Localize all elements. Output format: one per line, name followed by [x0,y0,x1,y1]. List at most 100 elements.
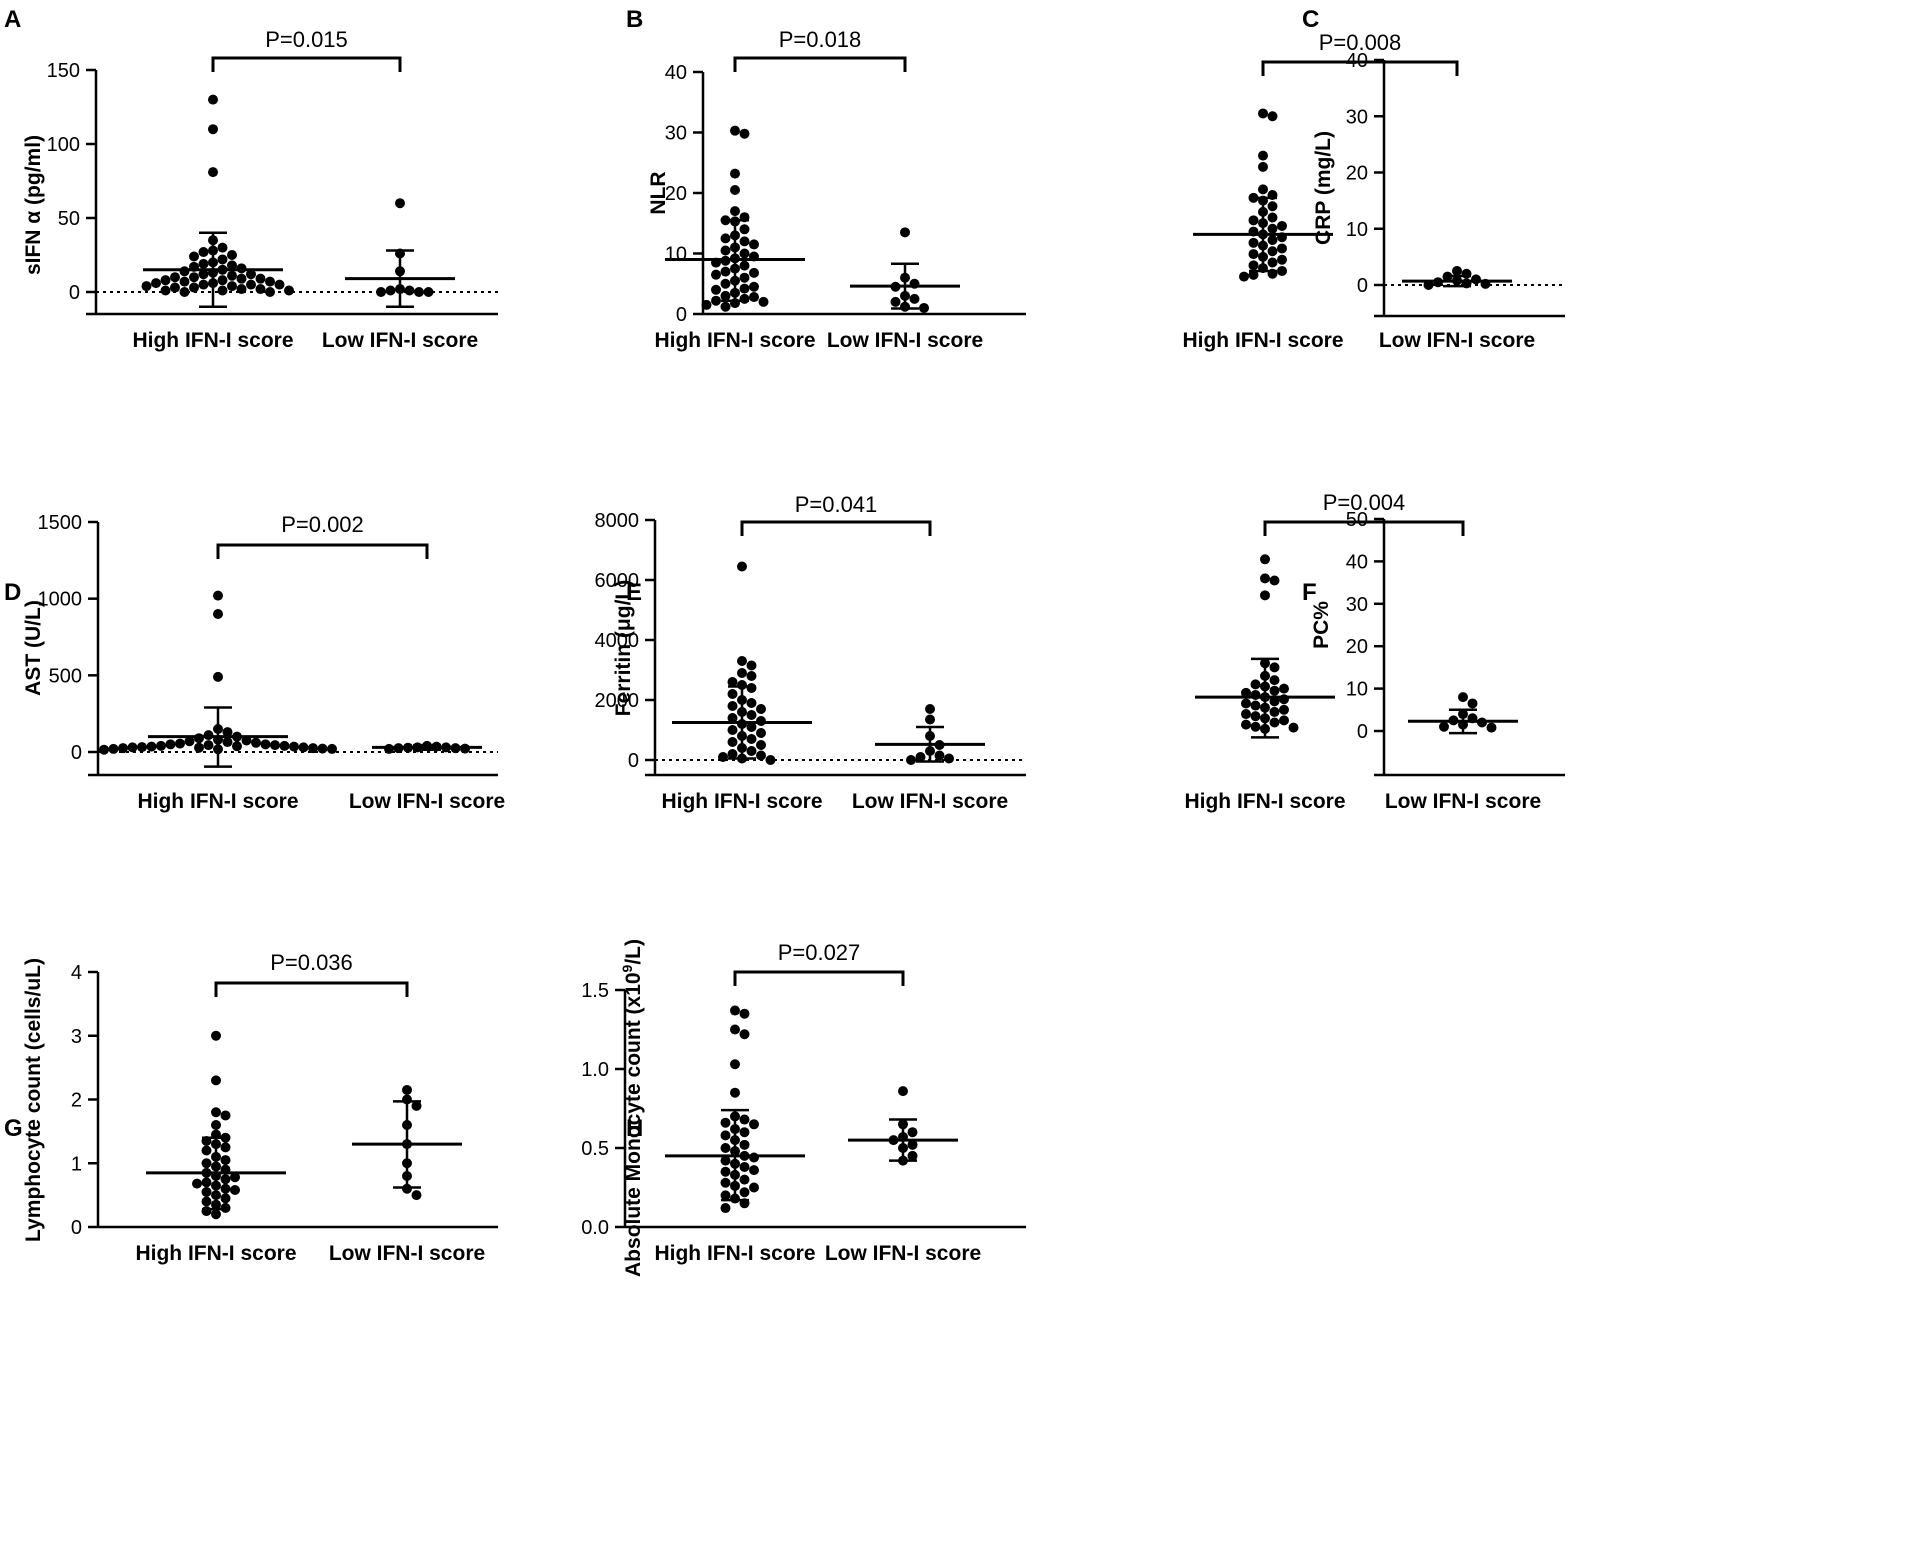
data-point [907,1139,918,1150]
data-point [1277,220,1287,231]
data-point [730,1024,740,1035]
panel-b: B 0 10 20 30 40 NLR High IFN-I score Low IFN-I s… [626,6,1026,352]
data-point [1248,249,1259,260]
data-point [1258,263,1268,274]
data-point [208,94,218,105]
significance-bracket [214,981,409,997]
data-point [711,269,721,280]
x-category-label: Low IFN-I score [852,790,1008,813]
data-point [720,1177,731,1188]
y-tick-label: 3 [71,1026,82,1048]
y-axis-label: Absolute Monocyte count (x109/L) [619,939,645,1277]
data-point [255,273,266,284]
data-point [1258,150,1268,161]
data-point [730,1005,740,1016]
data-point [739,283,750,294]
data-point [739,212,750,223]
data-point [402,1094,412,1105]
data-point [739,1127,750,1138]
data-point [746,734,757,744]
data-point [737,668,747,678]
data-point [208,278,218,289]
data-point [1471,274,1481,285]
data-point [232,731,242,742]
data-point [739,1198,750,1209]
data-point [730,230,740,241]
data-point [739,1187,750,1198]
y-tick-label: 8000 [595,510,640,532]
data-point [739,1150,750,1161]
data-point [727,677,738,687]
data-point [925,714,935,725]
data-point [201,1196,212,1207]
y-tick-label: 20 [1346,636,1368,658]
y-axis-label-part: Absolute Monocyte count (x10 [622,972,645,1277]
data-point [211,1161,221,1172]
data-point [194,742,204,753]
data-point [376,287,386,297]
data-point [1258,206,1268,217]
data-point [720,1130,731,1141]
data-point [890,296,901,307]
data-point [217,264,228,275]
data-point [730,1169,740,1180]
data-point [720,1203,731,1214]
data-point [1458,719,1468,730]
data-point [450,743,461,754]
p-value-label: P=0.008 [1319,30,1402,55]
y-axis-label: Lymphocyte count (cells/uL) [22,958,45,1242]
y-axis-label: Ferritin (μg/L) [612,580,635,717]
data-point [265,287,275,297]
data-point [746,671,757,681]
data-point [907,1150,918,1161]
data-point [765,755,776,765]
significance-bracket [211,56,402,72]
data-point [213,609,223,619]
data-point [222,737,233,748]
data-point [739,1029,750,1040]
data-point [1477,717,1487,728]
y-tick-label: 30 [665,123,687,145]
data-point [720,1166,731,1177]
y-tick-label: 10 [665,244,687,266]
y-tick-label: 0.5 [581,1138,609,1160]
p-value-label: P=0.004 [1323,490,1406,515]
data-point [1267,111,1278,122]
data-point [402,1158,412,1169]
data-point [274,279,285,290]
y-axis-label-superscript: 9 [619,964,635,972]
data-point [1269,685,1280,696]
data-point [1442,271,1453,282]
data-point [737,680,747,690]
data-point [179,266,190,277]
data-point [739,1174,750,1185]
data-point [1458,709,1468,720]
data-point [1267,212,1278,223]
data-point [730,242,740,253]
data-point [909,278,920,289]
data-point [211,1151,221,1162]
data-point [1461,278,1472,289]
data-point [739,248,750,259]
data-point [1480,278,1491,289]
data-point [730,184,740,195]
data-point [737,695,747,705]
data-point [160,285,171,296]
data-point [890,281,901,292]
data-point [739,236,750,247]
data-point [737,707,747,717]
data-point [1260,590,1270,601]
data-point [919,302,929,313]
data-point [737,719,747,729]
data-point [236,284,247,295]
x-category-label: High IFN-I score [137,790,298,813]
data-point [737,731,747,741]
data-point [749,281,759,292]
data-point [395,284,405,295]
data-point [402,1183,412,1194]
data-point [898,1131,908,1142]
data-point [898,1155,908,1166]
data-point [265,276,275,287]
y-tick-label: 1000 [38,589,83,611]
data-point [192,1178,202,1189]
